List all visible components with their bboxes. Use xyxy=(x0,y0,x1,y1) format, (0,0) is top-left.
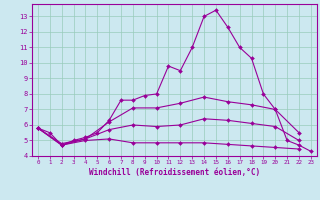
X-axis label: Windchill (Refroidissement éolien,°C): Windchill (Refroidissement éolien,°C) xyxy=(89,168,260,177)
